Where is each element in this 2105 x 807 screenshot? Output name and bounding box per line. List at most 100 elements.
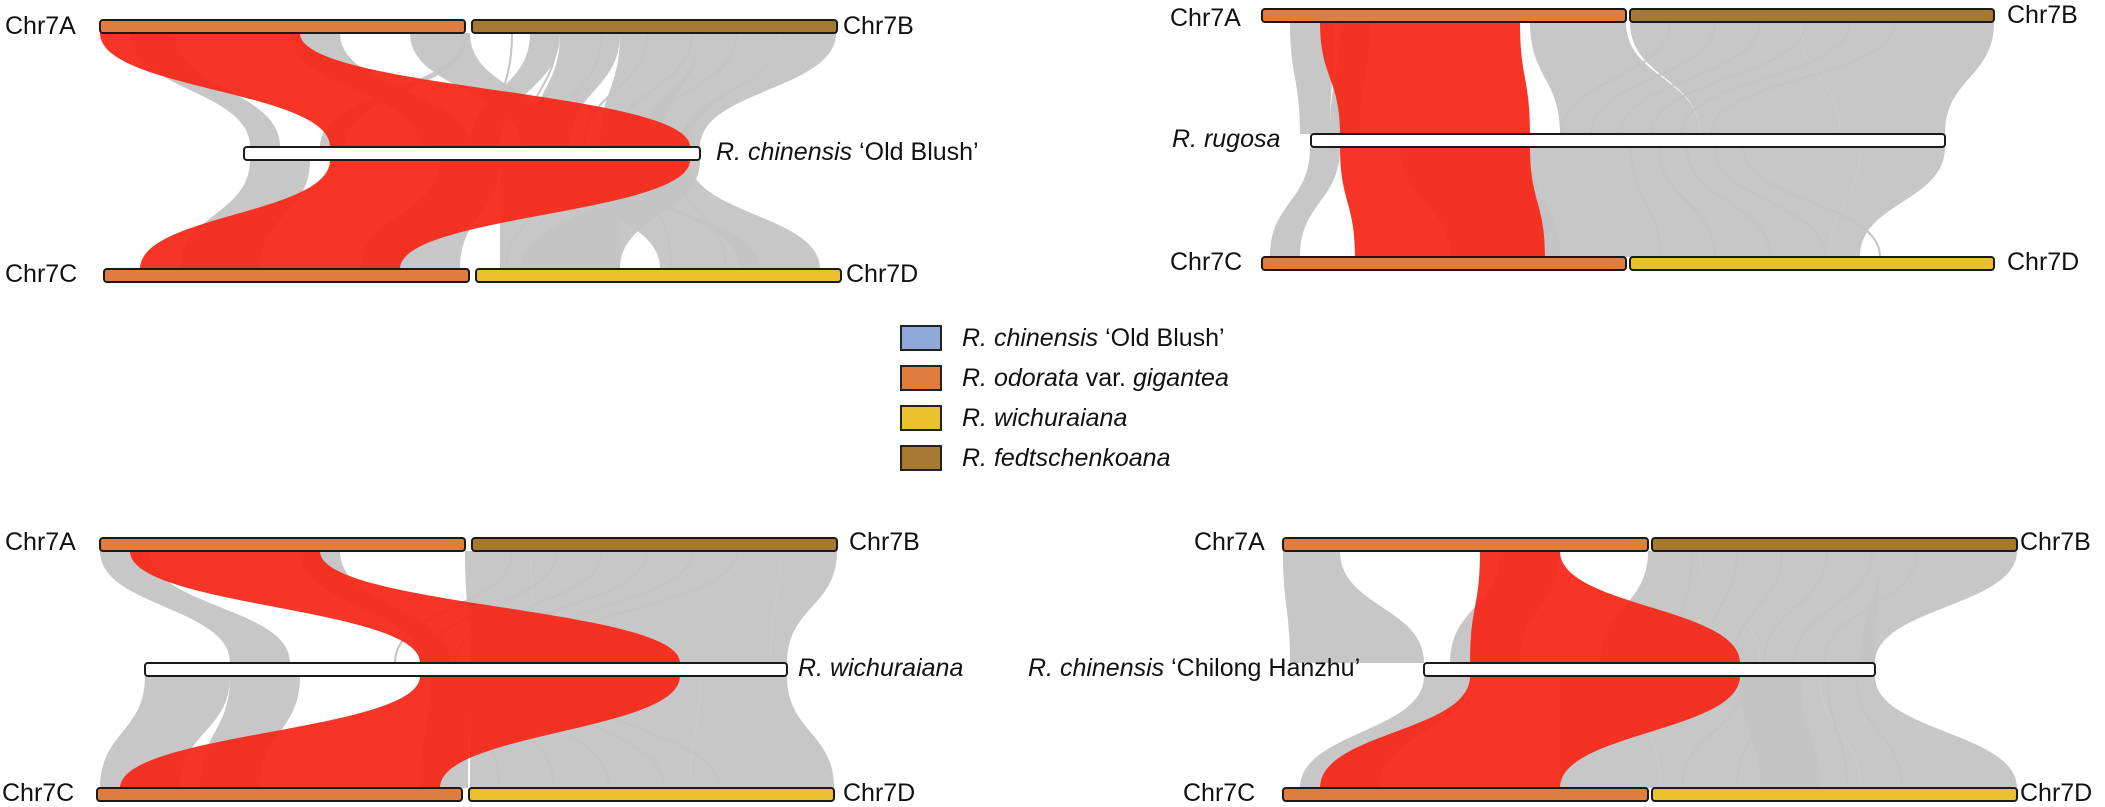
panel2-gray-line-top-4 — [1680, 21, 1851, 135]
legend-label-wichuraiana: R. wichuraiana — [962, 403, 1128, 432]
panel1-synteny — [99, 19, 842, 283]
panel2-gray-link-bottom-3 — [1830, 147, 1945, 257]
legend: R. chinensis ‘Old Blush’ R. odorata var.… — [900, 318, 1229, 478]
panel4-chr7b-bar — [1651, 537, 2018, 552]
legend-label-old-blush: R. chinensis ‘Old Blush’ — [962, 324, 1225, 353]
panel1-query-label: R. chinensis ‘Old Blush’ — [716, 140, 979, 165]
panel2-label-chr7a: Chr7A — [1170, 4, 1241, 32]
panel2-red-link-top-0 — [1320, 22, 1530, 134]
panel1-label-chr7b: Chr7B — [843, 12, 914, 40]
panel3-chr7b-bar — [471, 537, 838, 552]
panel4-red-link-top-0 — [1470, 551, 1740, 663]
legend-odorata-var: var. — [1078, 363, 1133, 392]
panel3-label-chr7d: Chr7D — [843, 779, 916, 807]
panel2-gray-link-bottom-2 — [1700, 147, 1860, 257]
panel4-gray-line-top-3 — [1763, 550, 1828, 664]
panel4-gray-line-bottom-0 — [1681, 675, 1745, 789]
legend-item-odorata: R. odorata var. gigantea — [900, 358, 1229, 398]
panel1-query-species: R. chinensis — [716, 138, 853, 166]
panel2-label-chr7d: Chr7D — [2007, 248, 2080, 276]
panel2-gray-link-top-3 — [1800, 22, 1994, 134]
panel2-chr7c-bar — [1261, 256, 1627, 271]
panel3-gray-link-top-3 — [770, 551, 837, 663]
panel2-query-bar — [1310, 133, 1946, 148]
panel3-chr7d-bar — [468, 787, 835, 802]
panel4-synteny — [1282, 537, 2018, 802]
panel3-gray-link-top-0 — [100, 551, 290, 663]
panel2-gray-line-bottom-3 — [1714, 146, 1826, 258]
panel2-query-label: R. rugosa — [1172, 127, 1280, 152]
panel2-gray-line-top-1 — [1590, 21, 1716, 135]
panel4-gray-line-bottom-3 — [1827, 675, 1848, 789]
panel3-label-chr7a: Chr7A — [5, 528, 76, 556]
panel1-gray-link-top-6 — [680, 33, 836, 147]
panel1-red-link-top-0 — [100, 33, 690, 147]
panel3-red-link-top-0 — [130, 551, 680, 663]
panel4-query-cultivar: ‘Chilong Hanzhu’ — [1164, 654, 1361, 682]
panel1-red-link-bottom-0 — [140, 160, 690, 269]
panel4-gray-line-top-2 — [1733, 550, 1783, 664]
panel3-query-bar — [144, 662, 788, 677]
panel1-chr7b-bar — [471, 19, 838, 34]
panel4-label-chr7b: Chr7B — [2020, 528, 2091, 556]
panel4-label-chr7c: Chr7C — [1183, 779, 1256, 807]
panel3-query-species: R. wichuraiana — [798, 654, 964, 682]
panel4-gray-link-top-0 — [1283, 551, 1424, 663]
panel2-synteny — [1261, 8, 1995, 271]
panel1-chr7d-bar — [475, 268, 842, 283]
panel3-label-chr7c: Chr7C — [2, 779, 75, 807]
legend-item-fedtschenkoana: R. fedtschenkoana — [900, 438, 1229, 478]
panel3-red-link-bottom-0 — [120, 676, 680, 788]
panel4-query-bar — [1423, 662, 1876, 677]
panel3-chr7c-bar — [96, 787, 463, 802]
legend-swatch-old-blush — [900, 325, 942, 351]
panel4-gray-line-top-5 — [1823, 550, 1918, 664]
legend-old-blush-species: R. chinensis — [962, 323, 1099, 352]
panel2-gray-line-top-2 — [1620, 21, 1761, 135]
panel4-label-chr7a: Chr7A — [1194, 528, 1265, 556]
panel3-label-chr7b: Chr7B — [849, 528, 920, 556]
panel2-chr7d-bar — [1629, 256, 1995, 271]
panel2-gray-line-bottom-1 — [1658, 146, 1716, 258]
panel4-query-species: R. chinensis — [1028, 654, 1165, 682]
panel3-synteny — [96, 537, 838, 802]
panel4-gray-line-top-4 — [1793, 550, 1873, 664]
legend-old-blush-cultivar: ‘Old Blush’ — [1098, 323, 1225, 352]
panel1-chr7c-bar — [103, 268, 470, 283]
panel4-gray-line-bottom-2 — [1791, 675, 1801, 789]
panel2-chr7a-bar — [1261, 8, 1627, 23]
panel4-gray-link-top-3 — [1860, 551, 2017, 663]
panel1-label-chr7a: Chr7A — [5, 12, 76, 40]
panel2-gray-line-bottom-4 — [1742, 146, 1881, 258]
panel2-gray-line-top-3 — [1650, 21, 1806, 135]
panel2-gray-line-bottom-0 — [1630, 146, 1661, 258]
panel2-red-link-bottom-0 — [1340, 147, 1545, 257]
panel2-gray-line-top-0 — [1560, 21, 1671, 135]
panel3-query-label: R. wichuraiana — [798, 656, 963, 681]
panel1-query-bar — [243, 146, 701, 161]
panel2-gray-line-top-5 — [1710, 21, 1896, 135]
legend-odorata-variety: gigantea — [1132, 363, 1229, 392]
panel1-gray-link-top-5 — [640, 33, 780, 147]
legend-item-old-blush: R. chinensis ‘Old Blush’ — [900, 318, 1229, 358]
panel1-gray-link-bottom-5 — [620, 160, 820, 269]
panel1-query-cultivar: ‘Old Blush’ — [852, 138, 979, 166]
panel2-label-chr7c: Chr7C — [1170, 248, 1243, 276]
panel4-chr7c-bar — [1282, 787, 1649, 802]
panel4-gray-link-bottom-3 — [1820, 676, 2017, 788]
legend-odorata-species: R. odorata — [962, 363, 1079, 392]
panel2-gray-link-bottom-0 — [1270, 147, 1340, 257]
panel1-chr7a-bar — [99, 19, 466, 34]
panel4-label-chr7d: Chr7D — [2020, 779, 2093, 807]
panel2-chr7b-bar — [1629, 8, 1995, 23]
legend-swatch-wichuraiana — [900, 405, 942, 431]
panel3-gray-link-bottom-0 — [100, 676, 230, 788]
panel2-label-chr7b: Chr7B — [2007, 1, 2078, 29]
panel4-gray-line-bottom-1 — [1736, 675, 1773, 789]
legend-swatch-odorata — [900, 365, 942, 391]
panel4-red-link-bottom-0 — [1320, 676, 1740, 788]
panel2-gray-line-bottom-2 — [1686, 146, 1771, 258]
panel2-query-species: R. rugosa — [1172, 125, 1281, 153]
